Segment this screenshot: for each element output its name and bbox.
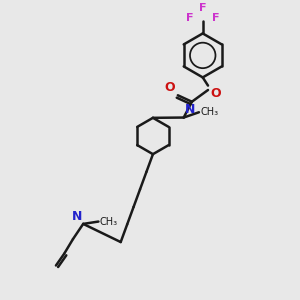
Text: F: F bbox=[186, 13, 194, 23]
Text: CH₃: CH₃ bbox=[100, 217, 118, 226]
Text: O: O bbox=[210, 87, 221, 101]
Text: N: N bbox=[185, 103, 195, 116]
Text: F: F bbox=[199, 3, 206, 13]
Text: CH₃: CH₃ bbox=[200, 107, 218, 117]
Text: N: N bbox=[72, 210, 82, 223]
Text: F: F bbox=[212, 13, 220, 23]
Text: O: O bbox=[164, 80, 175, 94]
